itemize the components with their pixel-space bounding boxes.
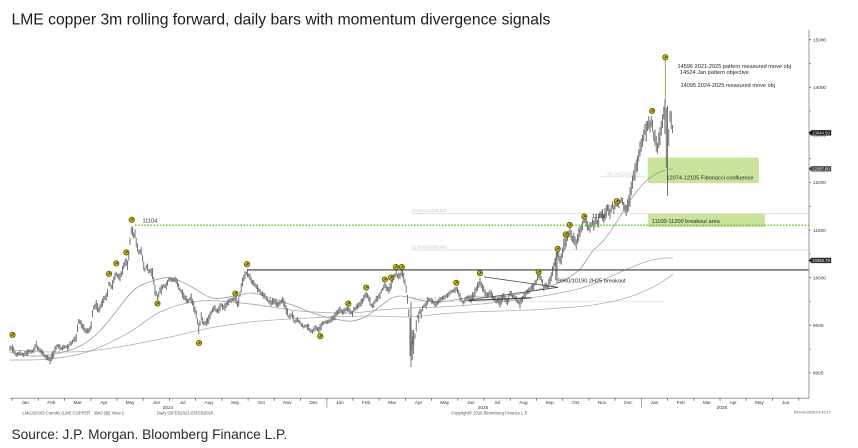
svg-text:Nov: Nov [283,400,292,405]
svg-text:8000: 8000 [813,371,824,376]
svg-text:May: May [755,400,765,405]
svg-text:Aug: Aug [205,400,214,405]
svg-text:11104: 11104 [143,219,158,225]
svg-text:Mar: Mar [74,400,83,405]
svg-text:Jan: Jan [21,400,29,405]
svg-text:12287.60: 12287.60 [812,166,830,171]
svg-text:Daily 03FEB2021-03FEB2026: Daily 03FEB2021-03FEB2026 [157,411,214,416]
svg-text:Apr: Apr [729,400,737,405]
svg-text:2026: 2026 [717,405,728,410]
svg-text:Sep: Sep [231,400,240,405]
svg-text:Feb: Feb [47,400,55,405]
svg-text:14596 2021-2025 pattern measur: 14596 2021-2025 pattern measured move ob… [678,64,792,70]
svg-text:2024: 2024 [163,405,174,410]
svg-text:Sep: Sep [545,400,554,405]
svg-text:Mar: Mar [703,400,712,405]
svg-text:12074-12105 Fibonacci confluen: 12074-12105 Fibonacci confluence [666,175,753,181]
svg-text:Oct: Oct [572,400,580,405]
svg-text:Apr: Apr [100,400,108,405]
svg-text:14095 2024-2025 measured move: 14095 2024-2025 measured move obj [681,83,776,89]
svg-text:Jun: Jun [153,400,161,405]
svg-text:Jul: Jul [494,400,500,405]
svg-text:9960/10190 2H25 breakout: 9960/10190 2H25 breakout [558,279,626,285]
svg-text:05-Feb-2026 07:43:17: 05-Feb-2026 07:43:17 [794,411,831,415]
svg-text:LME copper 3m rolling forward,: LME copper 3m rolling forward, daily bar… [12,12,551,29]
svg-text:10000: 10000 [813,275,826,280]
svg-text:61.8%(10358.40): 61.8%(10358.40) [412,245,448,250]
svg-text:14524 Jan pattern objective: 14524 Jan pattern objective [680,70,749,76]
svg-text:Feb: Feb [362,400,370,405]
svg-text:Oct: Oct [258,400,266,405]
svg-text:Aug: Aug [519,400,528,405]
svg-text:Jun: Jun [467,400,475,405]
svg-text:LMCADS03 Comdty (LME COPPER: LMCADS03 Comdty (LME COPPER 3MO ($)) Vie… [23,411,125,416]
svg-text:14000: 14000 [813,85,826,90]
svg-text:Jul: Jul [180,400,186,405]
svg-text:10356.79: 10356.79 [812,258,830,263]
svg-text:Copyright© 2026 Bloomberg Fina: Copyright© 2026 Bloomberg Finance L.P. [451,411,528,416]
svg-text:15000: 15000 [813,37,826,42]
svg-text:May: May [126,400,136,405]
svg-text:50.0%(11236.50): 50.0%(11236.50) [412,208,447,213]
svg-text:May: May [440,400,450,405]
svg-text:Mar: Mar [388,400,397,405]
svg-text:11200: 11200 [592,214,607,220]
svg-text:11100-11200 breakout area: 11100-11200 breakout area [652,219,721,225]
svg-text:Jan: Jan [336,400,344,405]
svg-text:Dec: Dec [309,400,318,405]
svg-text:Jun: Jun [782,400,790,405]
svg-text:13044.50: 13044.50 [812,130,830,135]
svg-text:2025: 2025 [478,405,489,410]
svg-text:Jan: Jan [651,400,659,405]
svg-text:9000: 9000 [813,323,824,328]
svg-text:Feb: Feb [677,400,685,405]
svg-text:Source: J.P. Morgan. Bloomberg: Source: J.P. Morgan. Bloomberg Finance L… [12,427,288,442]
svg-text:12000: 12000 [813,180,826,185]
svg-text:11000: 11000 [813,228,826,233]
svg-text:Nov: Nov [598,400,607,405]
svg-text:Dec: Dec [624,400,633,405]
svg-text:Apr: Apr [415,400,423,405]
svg-text:38.2%(12105.2): 38.2%(12105.2) [607,172,640,177]
svg-text:76.4%(9585.21): 76.4%(9585.21) [412,296,445,301]
